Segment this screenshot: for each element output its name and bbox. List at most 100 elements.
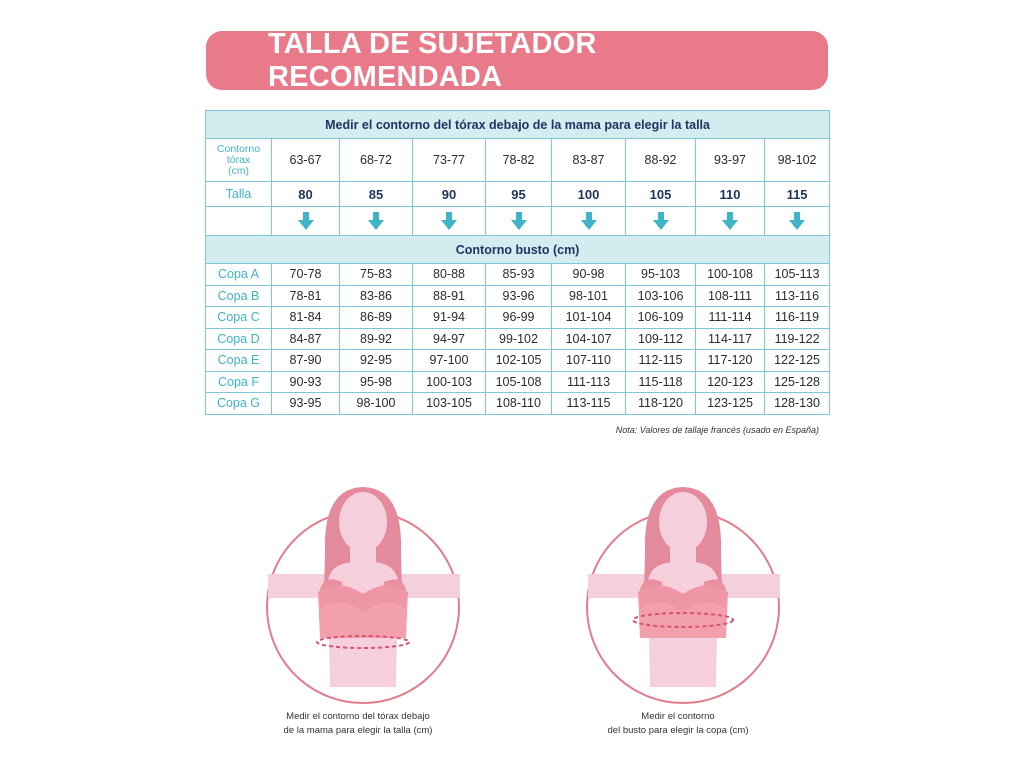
copa-cell: 93-95 bbox=[271, 392, 340, 415]
copa-label: Copa F bbox=[205, 370, 272, 393]
copa-cell: 88-91 bbox=[412, 284, 486, 307]
copa-cell: 100-103 bbox=[412, 370, 486, 393]
note: Nota: Valores de tallaje francés (usado … bbox=[615, 425, 819, 435]
arrow-down-icon bbox=[441, 212, 457, 230]
copa-label: Copa B bbox=[205, 284, 272, 307]
copa-cell: 103-106 bbox=[625, 284, 696, 307]
copa-cell: 93-96 bbox=[485, 284, 552, 307]
copa-row: Copa E 87-90 92-95 97-100 102-105 107-11… bbox=[205, 349, 831, 372]
copa-label: Copa C bbox=[205, 306, 272, 329]
copa-cell: 108-110 bbox=[485, 392, 552, 415]
copa-cell: 96-99 bbox=[485, 306, 552, 329]
talla-row: Talla 80 85 90 95 100 105 110 115 bbox=[205, 181, 831, 207]
underbust-measure-illustration bbox=[266, 487, 460, 704]
torax-label-line: (cm) bbox=[228, 164, 249, 177]
copa-cell: 95-103 bbox=[625, 263, 696, 286]
copa-cell: 80-88 bbox=[412, 263, 486, 286]
copa-cell: 107-110 bbox=[551, 349, 626, 372]
copa-cell: 117-120 bbox=[695, 349, 765, 372]
copa-cell: 108-111 bbox=[695, 284, 765, 307]
copa-cell: 116-119 bbox=[763, 306, 831, 329]
arrow-down-icon bbox=[789, 212, 806, 230]
title-banner: TALLA DE SUJETADOR RECOMENDADA bbox=[206, 28, 828, 93]
copa-cell: 78-81 bbox=[271, 284, 340, 307]
caption-bust: Medir el contorno del busto para elegir … bbox=[548, 710, 808, 738]
torax-cell: 93-97 bbox=[695, 138, 765, 182]
copa-row: Copa C 81-84 86-89 91-94 96-99 101-104 1… bbox=[205, 306, 831, 329]
talla-cell: 90 bbox=[412, 181, 486, 207]
copa-cell: 113-116 bbox=[763, 284, 831, 307]
torax-cell: 73-77 bbox=[412, 138, 486, 182]
size-table: Medir el contorno del tórax debajo de la… bbox=[204, 110, 831, 415]
copa-label: Copa G bbox=[205, 392, 272, 415]
talla-cell: 80 bbox=[271, 181, 340, 207]
copa-cell: 90-93 bbox=[271, 370, 340, 393]
copa-cell: 97-100 bbox=[412, 349, 486, 372]
arrow-down-icon bbox=[510, 212, 527, 230]
talla-cell: 100 bbox=[551, 181, 626, 207]
copa-cell: 100-108 bbox=[695, 263, 765, 286]
talla-label: Talla bbox=[205, 181, 272, 207]
copa-cell: 115-118 bbox=[625, 370, 696, 393]
torax-label-line: tórax bbox=[226, 153, 251, 166]
copa-cell: 101-104 bbox=[551, 306, 626, 329]
copa-cell: 86-89 bbox=[339, 306, 413, 329]
copa-cell: 70-78 bbox=[271, 263, 340, 286]
copa-cell: 102-105 bbox=[485, 349, 552, 372]
talla-cell: 105 bbox=[625, 181, 696, 207]
copa-row: Copa D 84-87 89-92 94-97 99-102 104-107 … bbox=[205, 327, 831, 350]
copa-cell: 84-87 bbox=[271, 327, 340, 350]
talla-cell: 115 bbox=[763, 181, 831, 207]
copa-label: Copa A bbox=[205, 263, 272, 286]
caption-line: Medir el contorno del tórax debajo bbox=[286, 711, 430, 722]
copa-cell: 120-123 bbox=[695, 370, 765, 393]
arrow-down-icon bbox=[368, 212, 384, 230]
caption-underbust: Medir el contorno del tórax debajo de la… bbox=[228, 710, 488, 738]
header-row-busto: Contorno busto (cm) bbox=[204, 235, 831, 264]
caption-line: de la mama para elegir la talla (cm) bbox=[283, 725, 433, 736]
copa-cell: 113-115 bbox=[551, 392, 626, 415]
copa-cell: 98-100 bbox=[339, 392, 413, 415]
copa-cell: 114-117 bbox=[695, 327, 765, 350]
copa-cell: 128-130 bbox=[763, 392, 831, 415]
copa-cell: 94-97 bbox=[412, 327, 486, 350]
copa-cell: 111-113 bbox=[551, 370, 626, 393]
copa-cell: 111-114 bbox=[695, 306, 765, 329]
copa-cell: 104-107 bbox=[551, 327, 626, 350]
torax-label: Contorno tórax (cm) bbox=[205, 138, 272, 182]
copa-cell: 118-120 bbox=[625, 392, 696, 415]
copa-label: Copa E bbox=[205, 349, 272, 372]
torax-cell: 68-72 bbox=[339, 138, 413, 182]
copa-cell: 92-95 bbox=[339, 349, 413, 372]
caption-line: del busto para elegir la copa (cm) bbox=[607, 725, 749, 736]
copa-cell: 85-93 bbox=[485, 263, 552, 286]
bust-measure-illustration bbox=[586, 487, 780, 704]
header-row-torax: Medir el contorno del tórax debajo de la… bbox=[204, 110, 831, 139]
copa-cell: 81-84 bbox=[271, 306, 340, 329]
copa-cell: 112-115 bbox=[625, 349, 696, 372]
copa-cell: 83-86 bbox=[339, 284, 413, 307]
copa-cell: 125-128 bbox=[763, 370, 831, 393]
copa-cell: 103-105 bbox=[412, 392, 486, 415]
copa-cell: 106-109 bbox=[625, 306, 696, 329]
copa-cell: 105-113 bbox=[763, 263, 831, 286]
copa-row: Copa A 70-78 75-83 80-88 85-93 90-98 95-… bbox=[205, 263, 831, 286]
talla-cell: 95 bbox=[485, 181, 552, 207]
copa-cell: 89-92 bbox=[339, 327, 413, 350]
arrow-down-icon bbox=[580, 212, 597, 230]
copa-cell: 99-102 bbox=[485, 327, 552, 350]
copa-cell: 119-122 bbox=[763, 327, 831, 350]
caption-line: Medir el contorno bbox=[641, 711, 715, 722]
torax-cell: 88-92 bbox=[625, 138, 696, 182]
copa-cell: 98-101 bbox=[551, 284, 626, 307]
copa-cell: 122-125 bbox=[763, 349, 831, 372]
page-title: TALLA DE SUJETADOR RECOMENDADA bbox=[268, 27, 597, 93]
header-torax: Medir el contorno del tórax debajo de la… bbox=[204, 110, 831, 139]
torax-cell: 63-67 bbox=[271, 138, 340, 182]
copa-cell: 90-98 bbox=[551, 263, 626, 286]
copa-cell: 87-90 bbox=[271, 349, 340, 372]
copa-row: Copa F 90-93 95-98 100-103 105-108 111-1… bbox=[205, 370, 831, 393]
copa-cell: 123-125 bbox=[695, 392, 765, 415]
arrow-down-icon bbox=[297, 212, 314, 230]
talla-cell: 110 bbox=[695, 181, 765, 207]
